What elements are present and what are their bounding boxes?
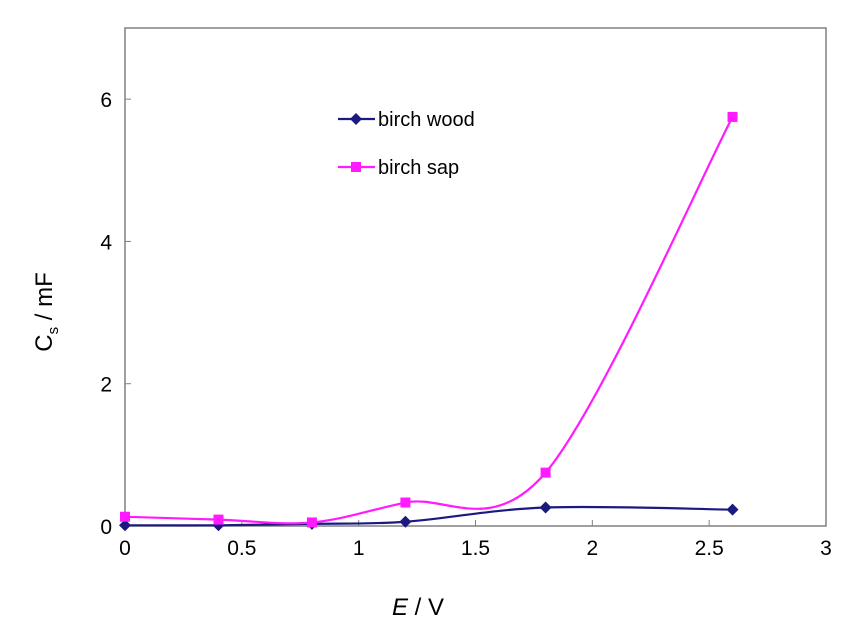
x-tick-label: 0.5 [227,537,256,560]
legend-label: birch wood [378,109,475,131]
data-point [400,497,411,508]
x-tick-label: 2.5 [695,537,724,560]
y-axis-label: Cs / mF [31,272,62,352]
axes: 0 0.5 1 1.5 2 2.5 3 0 2 4 6 [100,27,832,560]
y-tick-label: 0 [100,516,112,539]
x-tick-label: 2 [586,537,598,560]
data-point [726,503,739,516]
legend-label: birch sap [378,157,459,179]
data-point [540,467,551,478]
x-tick-label: 1 [353,537,365,560]
x-tick-label: 1.5 [461,537,490,560]
y-tick-label: 4 [100,231,112,254]
series-birch-sap [120,111,738,528]
series-group [119,111,739,532]
data-point [119,519,131,532]
legend: birch wood birch sap [338,109,475,179]
plot-frame [124,27,827,527]
y-tick-label: 6 [100,89,112,112]
x-tick-label: 0 [119,537,131,560]
data-point [306,517,317,528]
data-point [727,111,738,122]
x-tick-label: 3 [820,537,832,560]
legend-marker [351,162,361,172]
y-tick-label: 2 [100,374,112,397]
data-point [399,515,412,528]
series-birch-wood [119,501,739,532]
legend-marker [350,113,362,125]
data-point [213,514,224,525]
data-point [120,511,130,522]
data-point [539,501,552,514]
x-axis-label: E / V [392,594,444,621]
